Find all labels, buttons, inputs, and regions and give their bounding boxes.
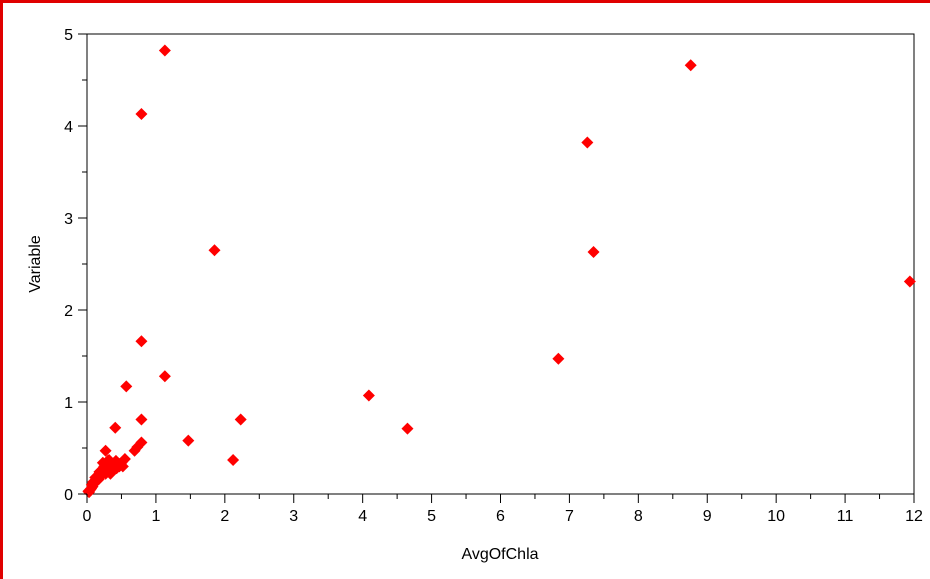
data-point [903, 275, 916, 288]
data-point [581, 136, 594, 149]
x-tick-label: 2 [220, 508, 229, 525]
x-tick-label: 10 [767, 508, 785, 525]
x-tick-label: 7 [565, 508, 574, 525]
x-tick-label: 9 [703, 508, 712, 525]
data-point [135, 335, 148, 348]
y-tick-label: 3 [64, 211, 73, 228]
data-point [108, 460, 121, 473]
data-point [234, 413, 247, 426]
data-point [684, 59, 697, 72]
data-point [182, 434, 195, 447]
x-tick-label: 5 [427, 508, 436, 525]
data-point [116, 460, 129, 473]
y-tick-label: 5 [64, 27, 73, 44]
data-point [120, 380, 133, 393]
data-point [99, 444, 112, 457]
data-point [208, 244, 221, 257]
data-point [135, 413, 148, 426]
data-point [135, 108, 148, 121]
y-axis-ticks: 0 1 2 3 4 5 [64, 27, 87, 504]
data-point [227, 453, 240, 466]
data-point [109, 421, 122, 434]
x-tick-label: 11 [837, 508, 854, 525]
x-tick-label: 12 [905, 508, 923, 525]
y-axis-label: Variable [27, 235, 44, 293]
x-tick-label: 8 [634, 508, 643, 525]
x-tick-label: 0 [83, 508, 92, 525]
x-axis-label: AvgOfChla [461, 546, 538, 563]
plot-area [86, 33, 915, 495]
data-point [587, 246, 600, 259]
x-tick-label: 4 [358, 508, 367, 525]
x-axis-ticks: 0 1 2 3 4 5 6 7 8 9 10 11 12 [83, 494, 923, 525]
data-point [401, 422, 414, 435]
y-tick-label: 0 [64, 487, 73, 504]
y-tick-label: 1 [64, 395, 73, 412]
data-point [158, 370, 171, 383]
y-tick-label: 2 [64, 303, 73, 320]
data-point [362, 389, 375, 402]
data-point [552, 352, 565, 365]
x-tick-label: 3 [289, 508, 298, 525]
x-tick-label: 1 [151, 508, 160, 525]
x-tick-label: 6 [496, 508, 505, 525]
data-point [128, 444, 141, 457]
y-tick-label: 4 [64, 119, 73, 136]
data-points [82, 44, 916, 499]
data-point [158, 44, 171, 57]
